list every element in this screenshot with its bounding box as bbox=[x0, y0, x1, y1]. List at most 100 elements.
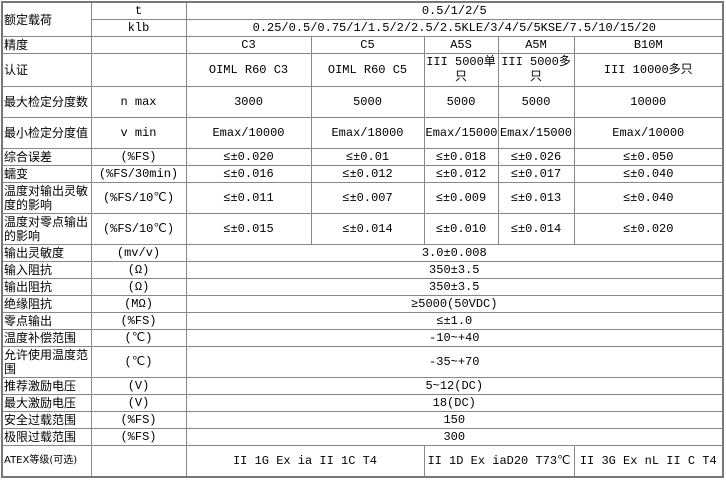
atex-label: ATEX等级(可选) bbox=[1, 445, 92, 478]
spec-row: 输出阻抗 (Ω) 350±3.5 bbox=[1, 278, 724, 296]
row-value: III 5000单只 bbox=[423, 53, 499, 87]
row-value: ≤±0.016 bbox=[185, 165, 312, 183]
row-value: Emax/15000 bbox=[423, 117, 499, 149]
row-value: ≤±0.014 bbox=[497, 213, 575, 245]
accuracy-unit bbox=[90, 36, 187, 54]
row-value: 350±3.5 bbox=[185, 261, 724, 279]
row-value: III 5000多只 bbox=[497, 53, 575, 87]
accuracy-c5: C5 bbox=[310, 36, 425, 54]
spec-row: 推荐激励电压 (V) 5~12(DC) bbox=[1, 377, 724, 395]
row-unit: (℃) bbox=[90, 346, 187, 378]
row-value: ≤±0.040 bbox=[573, 165, 724, 183]
row-rated-load-t: 额定载荷 t 0.5/1/2/5 bbox=[1, 1, 724, 37]
row-label: 零点输出 bbox=[1, 312, 92, 330]
row-value: 5000 bbox=[497, 86, 575, 118]
row-unit: (mv/v) bbox=[90, 244, 187, 262]
row-unit: (Ω) bbox=[90, 278, 187, 296]
row-unit: (V) bbox=[90, 394, 187, 412]
row-value: 350±3.5 bbox=[185, 278, 724, 296]
row-unit: (Ω) bbox=[90, 261, 187, 279]
row-label: 最大激励电压 bbox=[1, 394, 92, 412]
row-label: 极限过载范围 bbox=[1, 428, 92, 446]
row-unit: (%FS) bbox=[90, 312, 187, 330]
row-value: 150 bbox=[185, 411, 724, 429]
row-value: III 10000多只 bbox=[573, 53, 724, 87]
row-value: 5~12(DC) bbox=[185, 377, 724, 395]
row-unit: (%FS/30min) bbox=[90, 165, 187, 183]
row-value: ≤±1.0 bbox=[185, 312, 724, 330]
spec-row: 允许使用温度范围 (℃) -35~+70 bbox=[1, 346, 724, 378]
spec-row: 温度对输出灵敏度的影响 (%FS/10℃) ≤±0.011 ≤±0.007 ≤±0.00… bbox=[1, 182, 724, 214]
spec-row: 最大激励电压 (V) 18(DC) bbox=[1, 394, 724, 412]
row-value: ≤±0.01 bbox=[310, 148, 425, 166]
accuracy-c3: C3 bbox=[185, 36, 312, 54]
t-values: 0.5/1/2/5 bbox=[185, 1, 724, 20]
row-label: 安全过载范围 bbox=[1, 411, 92, 429]
row-value: 3000 bbox=[185, 86, 312, 118]
row-unit: (℃) bbox=[90, 329, 187, 347]
row-value: ≤±0.015 bbox=[185, 213, 312, 245]
row-unit: (%FS) bbox=[90, 411, 187, 429]
row-label: 温度对输出灵敏度的影响 bbox=[1, 182, 92, 214]
rated-load-label: 额定载荷 bbox=[1, 1, 92, 37]
row-value: 18(DC) bbox=[185, 394, 724, 412]
row-label: 允许使用温度范围 bbox=[1, 346, 92, 378]
spec-row: 绝缘阻抗 (MΩ) ≥5000(50VDC) bbox=[1, 295, 724, 313]
unit-t: t bbox=[90, 1, 187, 20]
row-value: Emax/18000 bbox=[310, 117, 425, 149]
row-value: ≥5000(50VDC) bbox=[185, 295, 724, 313]
spec-row: 温度对零点输出的影响 (%FS/10℃) ≤±0.015 ≤±0.014 ≤±0.010… bbox=[1, 213, 724, 245]
row-unit: v min bbox=[90, 117, 187, 149]
row-unit: (%FS) bbox=[90, 428, 187, 446]
spec-row: 温度补偿范围 (℃) -10~+40 bbox=[1, 329, 724, 347]
row-value: Emax/10000 bbox=[185, 117, 312, 149]
row-value: ≤±0.012 bbox=[423, 165, 499, 183]
row-value: OIML R60 C5 bbox=[310, 53, 425, 87]
row-value: Emax/15000 bbox=[497, 117, 575, 149]
row-value: ≤±0.018 bbox=[423, 148, 499, 166]
row-value: ≤±0.017 bbox=[497, 165, 575, 183]
row-label: 最大检定分度数 bbox=[1, 86, 92, 118]
row-label: 温度补偿范围 bbox=[1, 329, 92, 347]
spec-row: 极限过载范围 (%FS) 300 bbox=[1, 428, 724, 446]
row-value: ≤±0.020 bbox=[185, 148, 312, 166]
row-unit: (%FS) bbox=[90, 148, 187, 166]
row-value: -35~+70 bbox=[185, 346, 724, 378]
row-label: 综合误差 bbox=[1, 148, 92, 166]
accuracy-b10m: B10M bbox=[573, 36, 724, 54]
row-value: 3.0±0.008 bbox=[185, 244, 724, 262]
row-value: ≤±0.009 bbox=[423, 182, 499, 214]
row-label: 输出阻抗 bbox=[1, 278, 92, 296]
accuracy-a5s: A5S bbox=[423, 36, 499, 54]
spec-row: 最小检定分度值 v min Emax/10000 Emax/18000 Emax/150… bbox=[1, 117, 724, 149]
spec-row: 最大检定分度数 n max 3000 5000 5000 5000 10000 bbox=[1, 86, 724, 118]
atex-row: ATEX等级(可选) II 1G Ex ia II 1C T4 II 1D Ex i… bbox=[1, 445, 724, 478]
row-value: 10000 bbox=[573, 86, 724, 118]
row-unit: (%FS/10℃) bbox=[90, 213, 187, 245]
row-label: 蠕变 bbox=[1, 165, 92, 183]
atex-value: II 1D Ex iaD20 T73℃ bbox=[423, 445, 575, 478]
row-value: ≤±0.014 bbox=[310, 213, 425, 245]
row-unit: n max bbox=[90, 86, 187, 118]
row-label: 认证 bbox=[1, 53, 92, 87]
row-value: ≤±0.007 bbox=[310, 182, 425, 214]
row-value: ≤±0.011 bbox=[185, 182, 312, 214]
row-unit: (V) bbox=[90, 377, 187, 395]
row-unit bbox=[90, 53, 187, 87]
row-label: 绝缘阻抗 bbox=[1, 295, 92, 313]
spec-row: 综合误差 (%FS) ≤±0.020 ≤±0.01 ≤±0.018 ≤±0.026 ≤±0.… bbox=[1, 148, 724, 166]
atex-unit bbox=[90, 445, 187, 478]
unit-klb: klb bbox=[90, 19, 187, 37]
row-value: 300 bbox=[185, 428, 724, 446]
spec-row: 安全过载范围 (%FS) 150 bbox=[1, 411, 724, 429]
spec-row: 认证 OIML R60 C3 OIML R60 C5 III 5000单只 III 50… bbox=[1, 53, 724, 87]
row-rated-load-klb: klb 0.25/0.5/0.75/1/1.5/2/2.5/2.5KLE/3/4… bbox=[2, 19, 724, 37]
spec-row: 蠕变 (%FS/30min) ≤±0.016 ≤±0.012 ≤±0.012 ≤±0.01… bbox=[1, 165, 724, 183]
klb-values: 0.25/0.5/0.75/1/1.5/2/2.5/2.5KLE/3/4/5/5… bbox=[185, 19, 724, 37]
row-label: 输出灵敏度 bbox=[1, 244, 92, 262]
spec-row: 输出灵敏度 (mv/v) 3.0±0.008 bbox=[1, 244, 724, 262]
atex-value: II 1G Ex ia II 1C T4 bbox=[185, 445, 425, 478]
row-value: ≤±0.050 bbox=[573, 148, 724, 166]
row-value: 5000 bbox=[423, 86, 499, 118]
row-value: ≤±0.026 bbox=[497, 148, 575, 166]
